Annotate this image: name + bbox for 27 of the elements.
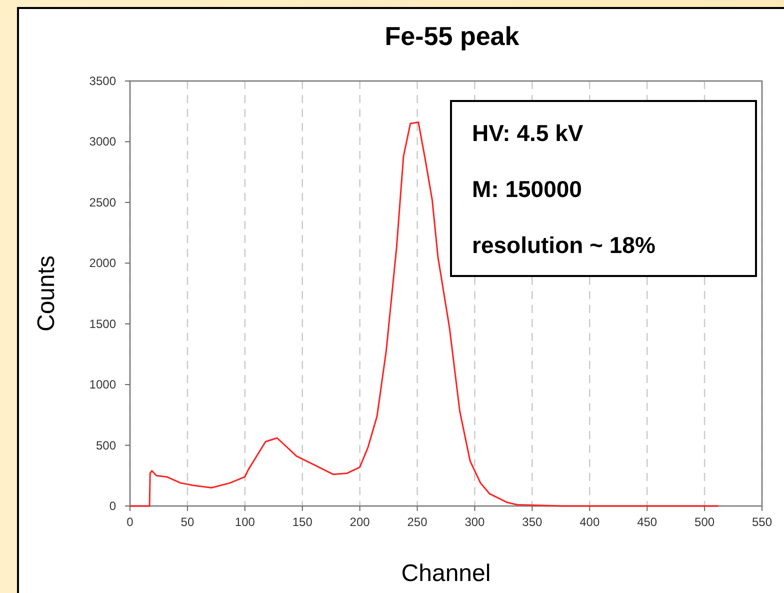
- annotation: HV: 4.5 kV: [472, 120, 584, 146]
- x-tick-label: 100: [234, 515, 256, 529]
- y-tick-label: 2500: [89, 195, 116, 210]
- x-tick-label: 150: [292, 515, 313, 529]
- x-tick-label: 50: [180, 515, 194, 529]
- y-tick-label: 2000: [89, 256, 116, 270]
- x-tick-label: 350: [522, 515, 543, 529]
- line-series: [129, 122, 720, 507]
- y-tick-label: 1500: [89, 316, 116, 331]
- y-axis-title: Counts: [33, 255, 60, 332]
- y-tick-label: 0: [109, 499, 116, 513]
- x-tick-label: 400: [580, 515, 600, 529]
- y-tick-label: 500: [96, 438, 116, 452]
- x-tick-label: 550: [752, 515, 772, 529]
- y-tick-label: 3000: [89, 134, 116, 149]
- x-tick-label: 250: [407, 515, 428, 529]
- x-axis-title: Channel: [401, 560, 491, 587]
- x-tick-label: 450: [637, 515, 658, 529]
- annotation: M: 150000: [472, 176, 582, 202]
- x-tick-label: 0: [126, 515, 134, 529]
- y-tick-label: 3500: [89, 74, 116, 88]
- x-tick-label: 200: [350, 515, 370, 529]
- chart-title: Fe-55 peak: [384, 21, 520, 51]
- y-tick-label: 1000: [89, 378, 116, 392]
- x-tick-label: 300: [464, 515, 486, 529]
- annotation: resolution ~ 18%: [472, 232, 656, 258]
- x-tick-label: 500: [694, 515, 715, 529]
